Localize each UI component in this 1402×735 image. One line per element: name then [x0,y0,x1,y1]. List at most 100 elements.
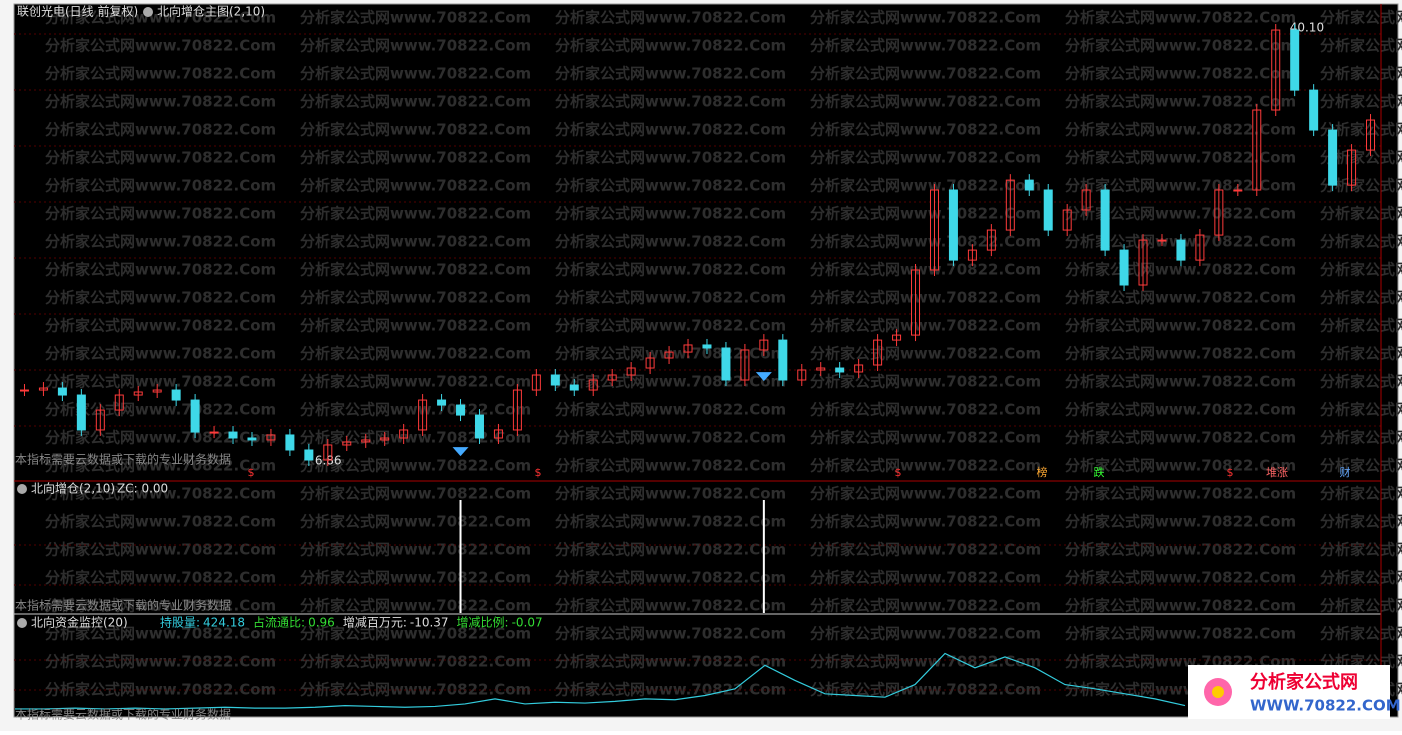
event-marker: 跌 [1094,465,1105,479]
watermark: 分析家公式网www.70822.Com [810,65,1041,83]
watermark: 分析家公式网www.70822.Com [45,289,276,307]
indicator-name: 北向增仓主图(2,10) [157,4,265,19]
watermark: 分析家公式网www.70822.Com [555,37,786,55]
watermark: 分析家公式网www.70822.Com [1320,205,1402,223]
watermark: 分析家公式网www.70822.Com [45,625,276,643]
watermark: 分析家公式网www.70822.Com [1320,345,1402,363]
watermark: 分析家公式网www.70822.Com [300,37,531,55]
panel-title: 北向增仓(2,10) [31,481,115,496]
field-value: -0.07 [512,616,543,630]
field-value: 424.18 [203,616,245,630]
watermark: 分析家公式网www.70822.Com [300,485,531,503]
watermark: 分析家公式网www.70822.Com [555,177,786,195]
field-label: 持股量: [160,615,200,630]
watermark: 分析家公式网www.70822.Com [810,121,1041,139]
watermark: 分析家公式网www.70822.Com [1320,457,1402,475]
notice: 本指标需要云数据或下载的专业财务数据 [15,707,231,722]
watermark: 分析家公式网www.70822.Com [300,569,531,587]
field-value: -10.37 [410,616,449,630]
watermark: 分析家公式网www.70822.Com [555,149,786,167]
watermark: 分析家公式网www.70822.Com [300,289,531,307]
event-marker: 堆涨 [1266,466,1288,479]
watermark: 分析家公式网www.70822.Com [45,233,276,251]
logo-flower-center [1212,686,1224,698]
watermark: 分析家公式网www.70822.Com [45,653,276,671]
field-label: 占流通比: [253,615,305,630]
menu-icon[interactable] [17,618,27,628]
watermark: 分析家公式网www.70822.Com [1320,289,1402,307]
watermark: 分析家公式网www.70822.Com [1065,597,1296,615]
watermark: 分析家公式网www.70822.Com [45,401,276,419]
watermark: 分析家公式网www.70822.Com [45,541,276,559]
watermark: 分析家公式网www.70822.Com [1320,261,1402,279]
watermark: 分析家公式网www.70822.Com [1065,121,1296,139]
watermark: 分析家公式网www.70822.Com [555,65,786,83]
diamond-signal [755,372,772,382]
watermark: 分析家公式网www.70822.Com [555,93,786,111]
watermark: 分析家公式网www.70822.Com [555,261,786,279]
watermark: 分析家公式网www.70822.Com [300,401,531,419]
monitor-line [15,652,1186,710]
watermark: 分析家公式网www.70822.Com [810,625,1041,643]
watermark: 分析家公式网www.70822.Com [300,261,531,279]
watermark: 分析家公式网www.70822.Com [1065,149,1296,167]
watermark: 分析家公式网www.70822.Com [1065,513,1296,531]
watermark: 分析家公式网www.70822.Com [555,205,786,223]
event-marker: $ [535,466,542,479]
watermark: 分析家公式网www.70822.Com [810,205,1041,223]
watermark: 分析家公式网www.70822.Com [555,121,786,139]
watermark: 分析家公式网www.70822.Com [555,625,786,643]
watermark: 分析家公式网www.70822.Com [555,653,786,671]
watermark: 分析家公式网www.70822.Com [1065,65,1296,83]
event-marker: $ [1227,466,1234,479]
watermark: 分析家公式网www.70822.Com [1065,177,1296,195]
watermark: 分析家公式网www.70822.Com [1065,457,1296,475]
watermark: 分析家公式网www.70822.Com [555,401,786,419]
panel-title: 北向资金监控(20) [31,615,128,630]
watermark: 分析家公式网www.70822.Com [300,373,531,391]
watermark: 分析家公式网www.70822.Com [810,597,1041,615]
watermark: 分析家公式网www.70822.Com [1065,37,1296,55]
watermark: 分析家公式网www.70822.Com [300,205,531,223]
field-label: 增减比例: [457,616,509,630]
watermark: 分析家公式网www.70822.Com [555,345,786,363]
watermark: 分析家公式网www.70822.Com [810,93,1041,111]
watermark: 分析家公式网www.70822.Com [1320,569,1402,587]
watermark: 分析家公式网www.70822.Com [810,373,1041,391]
logo-name: 分析家公式网 [1250,671,1358,693]
watermark: 分析家公式网www.70822.Com [810,401,1041,419]
watermark: 分析家公式网www.70822.Com [45,177,276,195]
watermark: 分析家公式网www.70822.Com [45,485,276,503]
watermark: 分析家公式网www.70822.Com [810,233,1041,251]
watermark: 分析家公式网www.70822.Com [1320,429,1402,447]
watermark: 分析家公式网www.70822.Com [300,429,531,447]
watermark: 分析家公式网www.70822.Com [1320,597,1402,615]
watermark: 分析家公式网www.70822.Com [555,317,786,335]
watermark: 分析家公式网www.70822.Com [555,597,786,615]
watermark: 分析家公式网www.70822.Com [300,513,531,531]
watermark: 分析家公式网www.70822.Com [300,9,531,27]
watermark: 分析家公式网www.70822.Com [300,65,531,83]
watermark: 分析家公式网www.70822.Com [1065,205,1296,223]
notice: 本指标需要云数据或下载的专业财务数据 [15,452,231,467]
watermark: 分析家公式网www.70822.Com [810,345,1041,363]
watermark: 分析家公式网www.70822.Com [810,653,1041,671]
watermark: 分析家公式网www.70822.Com [45,429,276,447]
watermark: 分析家公式网www.70822.Com [300,541,531,559]
watermark: 分析家公式网www.70822.Com [810,9,1041,27]
field-label: 增减百万元: [343,616,407,630]
watermark: 分析家公式网www.70822.Com [810,485,1041,503]
watermark: 分析家公式网www.70822.Com [45,597,276,615]
watermark: 分析家公式网www.70822.Com [1065,569,1296,587]
menu-icon[interactable] [17,484,27,494]
watermark: 分析家公式网www.70822.Com [1320,513,1402,531]
watermark: 分析家公式网www.70822.Com [300,457,531,475]
stock-name: 联创光电(日线 前复权) [17,4,138,19]
watermark: 分析家公式网www.70822.Com [300,121,531,139]
watermark: 分析家公式网www.70822.Com [1065,373,1296,391]
watermark: 分析家公式网www.70822.Com [810,513,1041,531]
event-marker: $ [248,466,255,479]
watermark: 分析家公式网www.70822.Com [1065,289,1296,307]
watermark: 分析家公式网www.70822.Com [555,289,786,307]
menu-icon[interactable] [143,7,153,17]
